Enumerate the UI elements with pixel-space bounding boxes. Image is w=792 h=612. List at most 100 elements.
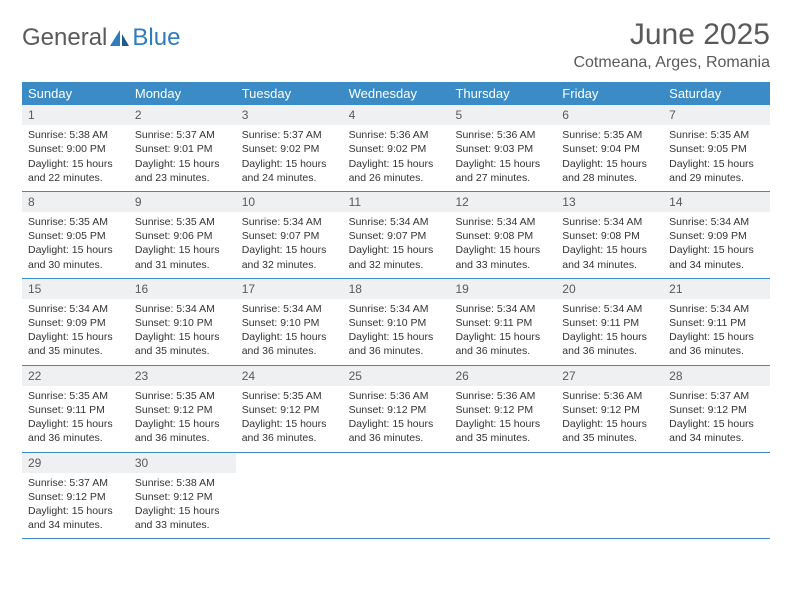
day-cell: 10 Sunrise: 5:34 AMSunset: 9:07 PMDayligh… xyxy=(236,192,343,278)
daylight-text: Daylight: 15 hours and 36 minutes. xyxy=(28,417,123,445)
daylight-text: Daylight: 15 hours and 36 minutes. xyxy=(669,330,764,358)
day-cell: 14Sunrise: 5:34 AMSunset: 9:09 PMDayligh… xyxy=(663,192,770,278)
day-number: 29 xyxy=(22,453,129,473)
day-number: 23 xyxy=(129,366,236,386)
sunset-text: Sunset: 9:10 PM xyxy=(349,316,444,330)
day-cell: 20Sunrise: 5:34 AMSunset: 9:11 PMDayligh… xyxy=(556,279,663,365)
day-cell: 23Sunrise: 5:35 AMSunset: 9:12 PMDayligh… xyxy=(129,366,236,452)
day-number: 27 xyxy=(556,366,663,386)
sunset-text: Sunset: 9:12 PM xyxy=(562,403,657,417)
sunrise-text: Sunrise: 5:37 AM xyxy=(242,128,337,142)
daylight-text: Daylight: 15 hours and 36 minutes. xyxy=(562,330,657,358)
sunset-text: Sunset: 9:11 PM xyxy=(28,403,123,417)
sunset-text: Sunset: 9:12 PM xyxy=(349,403,444,417)
day-cell: 24Sunrise: 5:35 AMSunset: 9:12 PMDayligh… xyxy=(236,366,343,452)
day-number: 8 xyxy=(22,192,129,212)
sunset-text: Sunset: 9:07 PM xyxy=(242,229,337,243)
day-cell xyxy=(556,453,663,539)
month-title: June 2025 xyxy=(573,18,770,52)
sunset-text: Sunset: 9:01 PM xyxy=(135,142,230,156)
sunrise-text: Sunrise: 5:35 AM xyxy=(242,389,337,403)
daylight-text: Daylight: 15 hours and 34 minutes. xyxy=(669,243,764,271)
sunrise-text: Sunrise: 5:36 AM xyxy=(349,128,444,142)
day-number: 13 xyxy=(556,192,663,212)
day-cell: 1Sunrise: 5:38 AMSunset: 9:00 PMDaylight… xyxy=(22,105,129,191)
week-row: 22Sunrise: 5:35 AMSunset: 9:11 PMDayligh… xyxy=(22,366,770,453)
day-cell: 7Sunrise: 5:35 AMSunset: 9:05 PMDaylight… xyxy=(663,105,770,191)
brand-logo: General Blue xyxy=(22,24,180,52)
sunrise-text: Sunrise: 5:36 AM xyxy=(562,389,657,403)
day-cell: 22Sunrise: 5:35 AMSunset: 9:11 PMDayligh… xyxy=(22,366,129,452)
daylight-text: Daylight: 15 hours and 34 minutes. xyxy=(562,243,657,271)
sail-icon xyxy=(109,28,131,48)
day-number: 16 xyxy=(129,279,236,299)
weeks-container: 1Sunrise: 5:38 AMSunset: 9:00 PMDaylight… xyxy=(22,105,770,539)
sunrise-text: Sunrise: 5:34 AM xyxy=(562,215,657,229)
day-number: 3 xyxy=(236,105,343,125)
daylight-text: Daylight: 15 hours and 22 minutes. xyxy=(28,157,123,185)
sunrise-text: Sunrise: 5:35 AM xyxy=(135,215,230,229)
sunset-text: Sunset: 9:05 PM xyxy=(669,142,764,156)
day-cell: 27Sunrise: 5:36 AMSunset: 9:12 PMDayligh… xyxy=(556,366,663,452)
week-row: 15Sunrise: 5:34 AMSunset: 9:09 PMDayligh… xyxy=(22,279,770,366)
daylight-text: Daylight: 15 hours and 36 minutes. xyxy=(135,417,230,445)
sunrise-text: Sunrise: 5:34 AM xyxy=(349,215,444,229)
day-cell: 4Sunrise: 5:36 AMSunset: 9:02 PMDaylight… xyxy=(343,105,450,191)
day-number: 11 xyxy=(343,192,450,212)
day-number: 20 xyxy=(556,279,663,299)
sunset-text: Sunset: 9:11 PM xyxy=(562,316,657,330)
day-cell: 3Sunrise: 5:37 AMSunset: 9:02 PMDaylight… xyxy=(236,105,343,191)
daylight-text: Daylight: 15 hours and 28 minutes. xyxy=(562,157,657,185)
daylight-text: Daylight: 15 hours and 26 minutes. xyxy=(349,157,444,185)
sunset-text: Sunset: 9:12 PM xyxy=(135,403,230,417)
location-text: Cotmeana, Arges, Romania xyxy=(573,54,770,72)
day-cell: 5Sunrise: 5:36 AMSunset: 9:03 PMDaylight… xyxy=(449,105,556,191)
day-number: 21 xyxy=(663,279,770,299)
daylight-text: Daylight: 15 hours and 27 minutes. xyxy=(455,157,550,185)
sunset-text: Sunset: 9:10 PM xyxy=(135,316,230,330)
sunset-text: Sunset: 9:12 PM xyxy=(135,490,230,504)
day-cell xyxy=(449,453,556,539)
daylight-text: Daylight: 15 hours and 35 minutes. xyxy=(135,330,230,358)
day-cell: 19Sunrise: 5:34 AMSunset: 9:11 PMDayligh… xyxy=(449,279,556,365)
sunset-text: Sunset: 9:08 PM xyxy=(455,229,550,243)
daylight-text: Daylight: 15 hours and 35 minutes. xyxy=(455,417,550,445)
sunset-text: Sunset: 9:12 PM xyxy=(669,403,764,417)
sunset-text: Sunset: 9:12 PM xyxy=(455,403,550,417)
day-number: 24 xyxy=(236,366,343,386)
day-number: 9 xyxy=(129,192,236,212)
sunrise-text: Sunrise: 5:35 AM xyxy=(28,215,123,229)
day-label: Saturday xyxy=(663,82,770,105)
day-number: 25 xyxy=(343,366,450,386)
sunset-text: Sunset: 9:07 PM xyxy=(349,229,444,243)
sunset-text: Sunset: 9:08 PM xyxy=(562,229,657,243)
daylight-text: Daylight: 15 hours and 32 minutes. xyxy=(242,243,337,271)
sunrise-text: Sunrise: 5:37 AM xyxy=(135,128,230,142)
sunrise-text: Sunrise: 5:34 AM xyxy=(135,302,230,316)
day-cell: 17Sunrise: 5:34 AMSunset: 9:10 PMDayligh… xyxy=(236,279,343,365)
sunrise-text: Sunrise: 5:36 AM xyxy=(349,389,444,403)
sunset-text: Sunset: 9:02 PM xyxy=(349,142,444,156)
day-cell: 8Sunrise: 5:35 AMSunset: 9:05 PMDaylight… xyxy=(22,192,129,278)
day-number: 10 xyxy=(236,192,343,212)
header-row: General Blue June 2025 Cotmeana, Arges, … xyxy=(22,18,770,72)
daylight-text: Daylight: 15 hours and 34 minutes. xyxy=(669,417,764,445)
sunset-text: Sunset: 9:12 PM xyxy=(28,490,123,504)
sunset-text: Sunset: 9:09 PM xyxy=(28,316,123,330)
sunset-text: Sunset: 9:09 PM xyxy=(669,229,764,243)
sunrise-text: Sunrise: 5:38 AM xyxy=(135,476,230,490)
week-row: 1Sunrise: 5:38 AMSunset: 9:00 PMDaylight… xyxy=(22,105,770,192)
daylight-text: Daylight: 15 hours and 24 minutes. xyxy=(242,157,337,185)
sunset-text: Sunset: 9:00 PM xyxy=(28,142,123,156)
daylight-text: Daylight: 15 hours and 33 minutes. xyxy=(455,243,550,271)
sunrise-text: Sunrise: 5:35 AM xyxy=(28,389,123,403)
sunrise-text: Sunrise: 5:34 AM xyxy=(242,215,337,229)
day-number: 28 xyxy=(663,366,770,386)
day-cell xyxy=(663,453,770,539)
day-cell: 12Sunrise: 5:34 AMSunset: 9:08 PMDayligh… xyxy=(449,192,556,278)
day-label: Thursday xyxy=(449,82,556,105)
daylight-text: Daylight: 15 hours and 31 minutes. xyxy=(135,243,230,271)
sunset-text: Sunset: 9:12 PM xyxy=(242,403,337,417)
sunset-text: Sunset: 9:04 PM xyxy=(562,142,657,156)
day-cell: 26Sunrise: 5:36 AMSunset: 9:12 PMDayligh… xyxy=(449,366,556,452)
